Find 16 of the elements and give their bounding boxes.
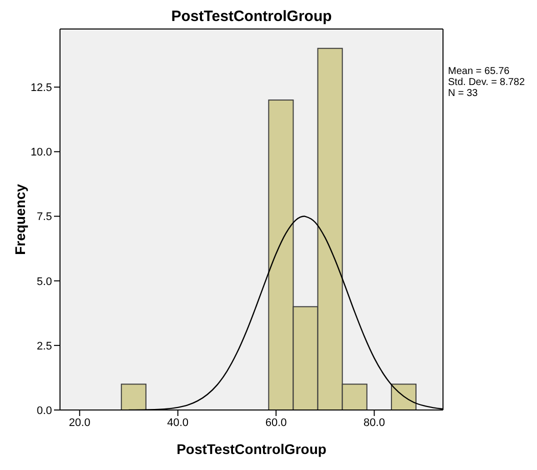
y-tick-label: 0.0 bbox=[36, 404, 52, 417]
y-tick-label: 5.0 bbox=[36, 276, 52, 288]
y-tick-label: 12.5 bbox=[30, 82, 52, 94]
y-tick-label: 7.5 bbox=[36, 211, 52, 224]
x-tick-label: 60.0 bbox=[265, 416, 287, 429]
text: Std. Dev. = 8.782 bbox=[448, 77, 525, 88]
x-axis-title: PostTestControlGroup bbox=[176, 441, 326, 457]
x-tick-label: 20.0 bbox=[68, 416, 90, 429]
x-tick-label: 80.0 bbox=[364, 416, 385, 429]
y-axis-title: Frequency bbox=[12, 184, 28, 255]
chart-title: PostTestControlGroup bbox=[170, 8, 333, 25]
x-tick-label: 40.0 bbox=[167, 416, 189, 429]
text: N = 33 bbox=[448, 88, 479, 99]
y-tick-label: 2.5 bbox=[36, 340, 52, 352]
y-tick-label: 10.0 bbox=[30, 146, 52, 159]
text: Mean = 65.76 bbox=[448, 66, 510, 77]
